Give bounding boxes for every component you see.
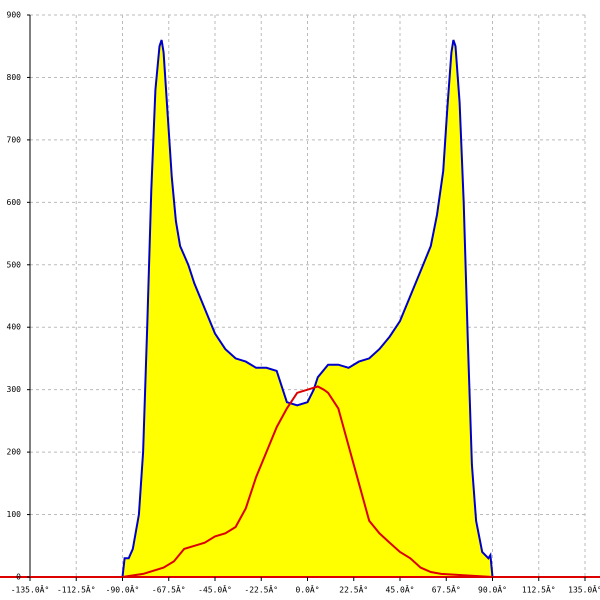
y-tick-label: 400	[7, 323, 22, 332]
x-tick-label: 90.0Â°	[478, 584, 507, 595]
line	[121, 39, 494, 578]
area	[122, 40, 493, 577]
y-tick-label: 0	[16, 573, 21, 582]
x-tick-label: -135.0Â°	[11, 584, 50, 595]
x-tick-label: 112.5Â°	[522, 584, 556, 595]
x-tick-label: 135.0Â°	[568, 584, 600, 595]
y-tick-label: 100	[7, 510, 22, 519]
y-tick-label: 800	[7, 73, 22, 82]
y-tick-label: 200	[7, 448, 22, 457]
y-tick-label: 300	[7, 385, 22, 394]
y-tick-label: 600	[7, 198, 22, 207]
x-tick-label: -22.5Â°	[244, 584, 278, 595]
x-tick-label: -112.5Â°	[57, 584, 96, 595]
y-tick-label: 700	[7, 135, 22, 144]
line	[122, 385, 493, 578]
x-tick-label: 67.5Â°	[432, 584, 461, 595]
x-tick-label: -67.5Â°	[152, 584, 186, 595]
y-tick-label: 500	[7, 260, 22, 269]
y-tick-label: 900	[7, 11, 22, 20]
x-tick-label: 45.0Â°	[386, 584, 415, 595]
x-tick-label: -90.0Â°	[106, 584, 140, 595]
x-tick-label: 22.5Â°	[339, 584, 368, 595]
x-tick-label: -45.0Â°	[198, 584, 232, 595]
x-tick-label: 0.0Â°	[295, 584, 319, 595]
